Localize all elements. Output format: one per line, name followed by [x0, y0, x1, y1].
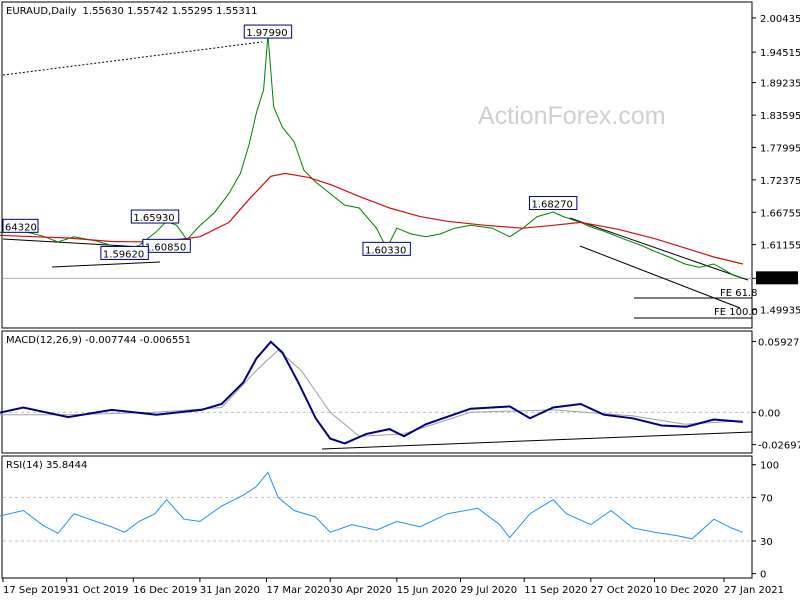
- x-tick-label: 31 Oct 2019: [67, 585, 129, 596]
- x-tick-label: 17 Sep 2019: [3, 585, 66, 596]
- price-label-2: 1.65930: [133, 213, 174, 224]
- price-label-6: 1.59620: [103, 249, 144, 260]
- price-label-5: 1.60850: [145, 242, 186, 253]
- rsi-tick-label: 0: [760, 570, 766, 581]
- price-label-box: [130, 209, 180, 224]
- price-tick-label: 1.72375: [760, 176, 800, 187]
- rsi-title: RSI(14) 35.8444: [6, 460, 87, 471]
- macd-line: [0, 340, 743, 445]
- chart-header: EURAUD,Daily 1.55630 1.55742 1.55295 1.55…: [6, 6, 257, 17]
- price-level-labels: 1.97990 1.68270 1.65930 64320 1.60330 1.60850…: [2, 24, 578, 260]
- fib-extension-lines: [634, 297, 752, 319]
- watermark-text: ActionForex.com: [478, 102, 666, 130]
- price-panel-frame: [1, 1, 753, 329]
- price-tick-label: 1.89235: [760, 79, 800, 90]
- x-tick-label: 15 Jun 2020: [397, 585, 457, 596]
- macd-signal-line: [0, 349, 743, 437]
- x-tick-label: 30 Apr 2020: [330, 585, 392, 596]
- macd-tick-label: -0.026978: [758, 441, 800, 452]
- x-tick-label: 27 Oct 2020: [591, 585, 653, 596]
- price-label-0: 1.97990: [246, 28, 287, 39]
- lower-wedge-line: [51, 261, 161, 268]
- fib-label-1: FE 100.0: [714, 307, 758, 318]
- current-price-label: 1.55311: [758, 274, 799, 285]
- macd-trendline: [321, 431, 753, 450]
- price-label-box: [528, 196, 578, 211]
- macd-panel-frame: [1, 330, 753, 454]
- x-tick-label: 31 Jan 2020: [200, 585, 260, 596]
- x-tick-label: 10 Dec 2020: [655, 585, 719, 596]
- symbol-label: EURAUD,Daily: [6, 6, 77, 17]
- price-label-1: 1.68270: [531, 200, 572, 211]
- macd-tick-label: 0.059272: [758, 337, 800, 348]
- price-axis-ticks: 2.00435 1.94515 1.89235 1.83595 1.77995 1.723…: [752, 14, 800, 316]
- ohlc-values: 1.55630 1.55742 1.55295 1.55311: [83, 6, 258, 17]
- rsi-tick-label: 100: [760, 461, 779, 472]
- macd-support-line: [321, 431, 753, 450]
- rsi-line: [0, 471, 743, 540]
- price-tick-label: 1.77995: [760, 143, 800, 154]
- rsi-tick-label: 30: [760, 537, 773, 548]
- price-tick-label: 1.49935: [760, 305, 800, 316]
- fib-extension-labels: FE 61.8 FE 100.0: [714, 288, 758, 318]
- rsi-panel-frame: [1, 455, 753, 579]
- price-label-box: [100, 245, 149, 260]
- x-tick-label: 16 Dec 2019: [133, 585, 197, 596]
- price-tick-label: 1.61155: [760, 241, 800, 252]
- x-tick-label: 11 Sep 2020: [524, 585, 587, 596]
- macd-title: MACD(12,26,9) -0.007744 -0.006551: [6, 335, 191, 346]
- x-tick-label: 27 Jan 2021: [724, 585, 784, 596]
- price-trendlines: [2, 41, 749, 309]
- channel-lower-line: [579, 245, 741, 309]
- price-label-3: 64320: [5, 222, 37, 233]
- price-tick-label: 1.94515: [760, 48, 800, 59]
- price-label-box: [243, 24, 293, 39]
- rsi-axis-ticks: 100 70 30 0: [752, 461, 779, 581]
- fib-label-0: FE 61.8: [720, 288, 758, 299]
- dotted-trendline: [2, 41, 263, 76]
- x-tick-label: 17 Mar 2020: [266, 585, 329, 596]
- price-label-box: [142, 238, 191, 253]
- price-label-4: 1.60330: [365, 245, 406, 256]
- price-label-box: [2, 218, 39, 233]
- rsi-tick-label: 70: [760, 493, 773, 504]
- channel-upper-line: [569, 217, 749, 281]
- time-axis-labels: 17 Sep 2019 31 Oct 2019 16 Dec 2019 31 Jan …: [2, 578, 784, 596]
- x-tick-label: 29 Jul 2020: [461, 585, 518, 596]
- price-tick-label: 1.66755: [760, 208, 800, 219]
- price-tick-label: 1.83595: [760, 111, 800, 122]
- macd-tick-label: 0.00: [758, 408, 780, 419]
- current-price-badge: [756, 271, 798, 285]
- macd-axis-ticks: 0.059272 0.00 -0.026978: [752, 337, 800, 452]
- rsi-level-lines: [3, 496, 752, 542]
- price-label-box: [362, 241, 411, 256]
- price-tick-label: 2.00435: [760, 14, 800, 25]
